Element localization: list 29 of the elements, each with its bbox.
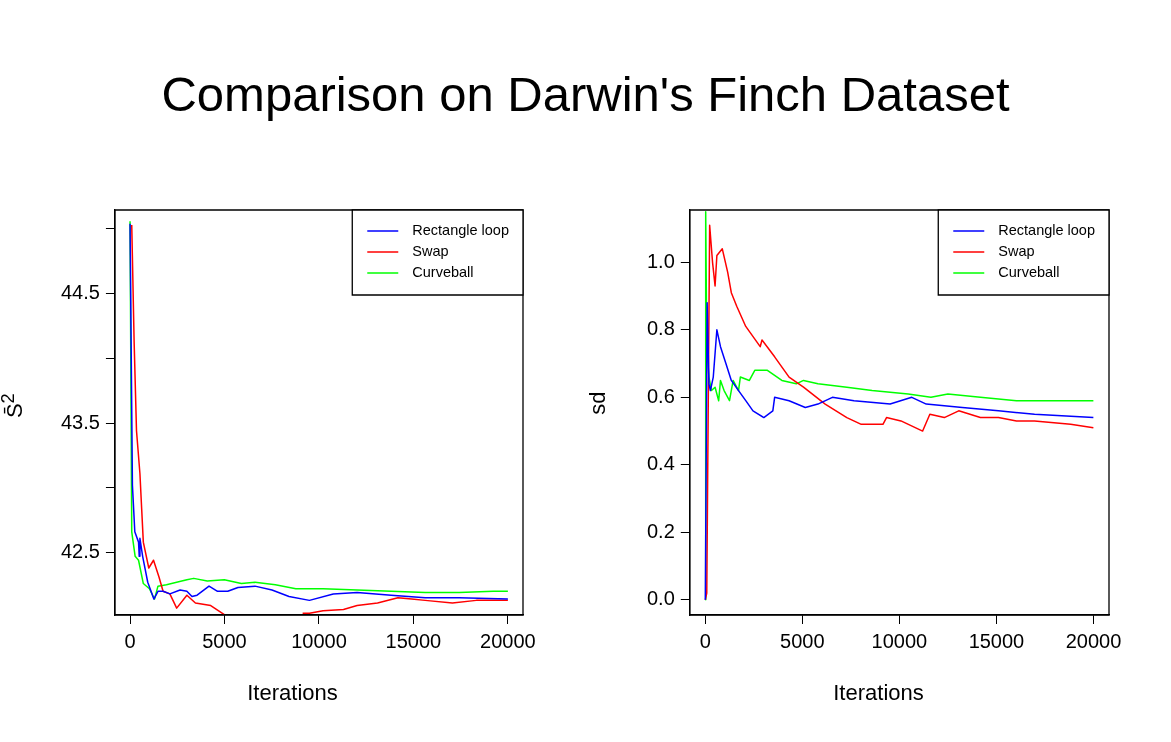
- x-tick-label: 15000: [968, 629, 1025, 652]
- y-tick-label: 1.0: [646, 249, 675, 272]
- legend-label: Rectangle loop: [998, 222, 1096, 238]
- y-tick-label: 43.5: [60, 410, 100, 433]
- y-tick-label: 0.2: [646, 519, 675, 542]
- x-axis-title: Iterations: [246, 680, 339, 706]
- y-tick-label: 0.8: [646, 317, 675, 340]
- x-tick-label: 5000: [780, 629, 825, 652]
- x-tick-label: 20000: [480, 629, 536, 652]
- y-tick-label: 0.6: [646, 384, 675, 407]
- y-tick-label: 0.4: [646, 452, 675, 475]
- x-tick-label: 0: [699, 629, 711, 652]
- legend-label: Curveball: [998, 264, 1060, 280]
- x-tick-label: 0: [124, 629, 136, 652]
- x-tick-label: 10000: [871, 629, 928, 652]
- legend-label: Swap: [412, 243, 449, 259]
- x-tick-label: 10000: [291, 629, 347, 652]
- chart-title: Comparison on Darwin's Finch Dataset: [160, 66, 1011, 122]
- x-tick-label: 15000: [385, 629, 442, 652]
- legend-label: Swap: [998, 243, 1035, 259]
- y-tick-label: 44.5: [60, 281, 100, 304]
- y-tick-label: 0.0: [646, 587, 675, 610]
- legend-label: Rectangle loop: [412, 222, 510, 238]
- legend-label: Curveball: [412, 264, 474, 280]
- x-axis-title: Iterations: [832, 680, 925, 706]
- x-tick-label: 20000: [1065, 629, 1122, 652]
- x-tick-label: 5000: [202, 629, 247, 652]
- y-axis-title: sd: [584, 391, 611, 415]
- y-tick-label: 42.5: [60, 540, 100, 562]
